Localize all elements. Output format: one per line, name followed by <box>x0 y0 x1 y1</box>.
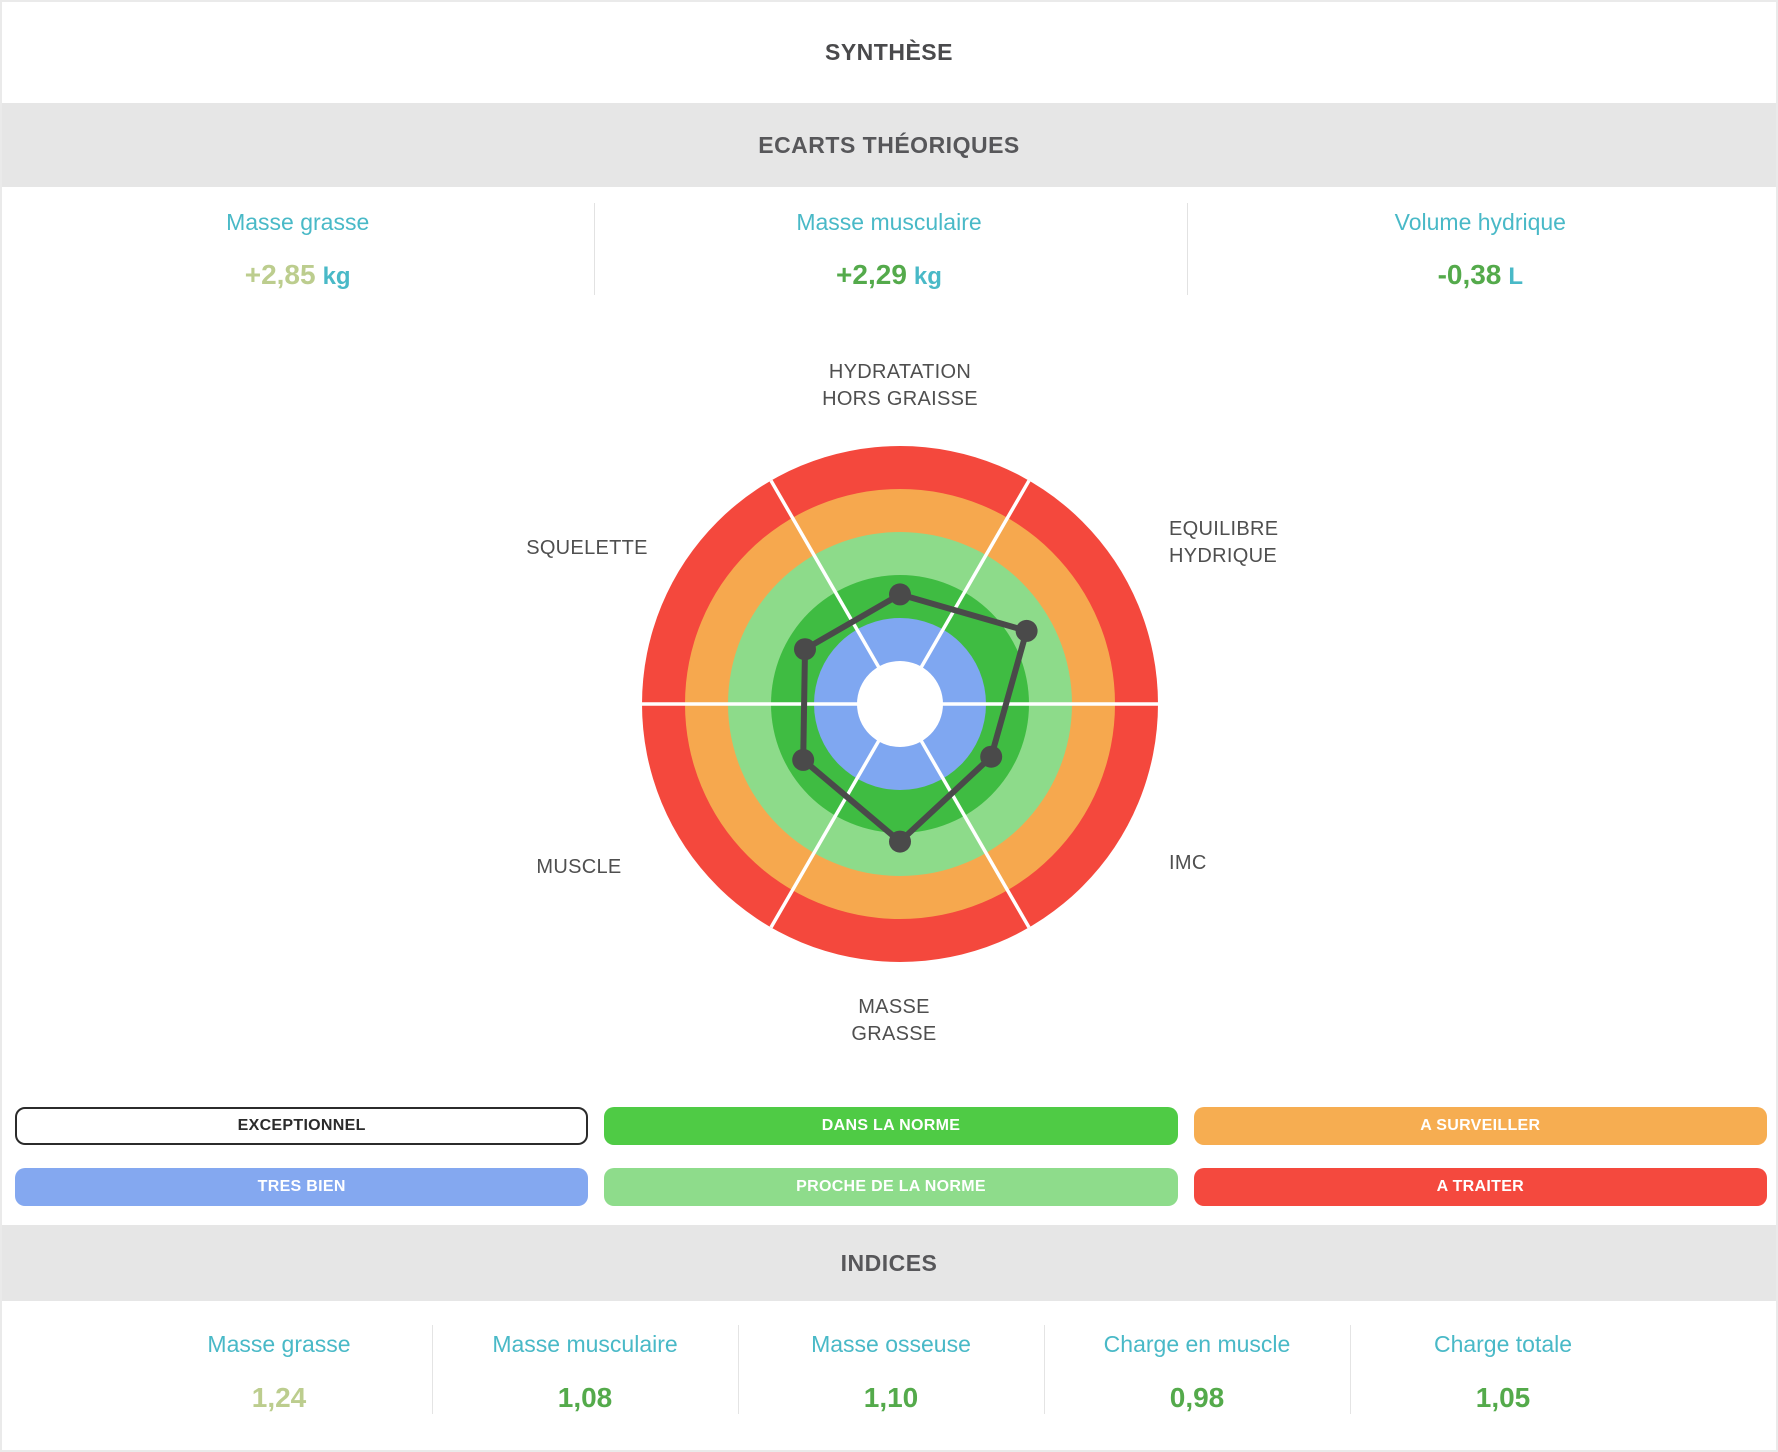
ecarts-stats-row: Masse grasse +2,85 kg Masse musculaire +2… <box>2 187 1776 294</box>
indices-value-charge-totale: 1,05 <box>1475 1382 1531 1413</box>
radar-spoke <box>918 737 1031 929</box>
ecarts-divider <box>1187 203 1188 295</box>
title-band: SYNTHÈSE <box>2 2 1776 102</box>
indices-value-charge-en-muscle: 0,98 <box>1169 1382 1225 1413</box>
ecarts-col-volume-hydrique: Volume hydrique -0,38 L <box>1185 187 1776 294</box>
radar-axis-label-imc: IMC <box>1169 852 1207 874</box>
radar-chart <box>642 446 1158 962</box>
indices-value-masse-grasse: 1,24 <box>251 1382 307 1413</box>
ecarts-label-masse-grasse: Masse grasse <box>226 209 370 235</box>
indices-divider <box>432 1325 433 1414</box>
radar-legend: EXCEPTIONNEL DANS LA NORME A SURVEILLER … <box>15 1107 1767 1206</box>
ecarts-col-masse-grasse: Masse grasse +2,85 kg <box>2 187 593 294</box>
ecarts-number: +2,85 <box>244 259 316 290</box>
radar-data-point-equilibre <box>1015 619 1038 642</box>
radar-data-point-masse-grasse <box>889 830 911 853</box>
ecarts-label-volume-hydrique: Volume hydrique <box>1394 209 1566 235</box>
indices-col-masse-grasse: Masse grasse 1,24 <box>126 1301 432 1415</box>
indices-section-title: INDICES <box>840 1249 938 1276</box>
radar-data-point-squelette <box>794 638 816 661</box>
radar-ring-exceptionnel <box>857 661 943 747</box>
indices-label-masse-osseuse: Masse osseuse <box>811 1331 971 1357</box>
indices-label-masse-musculaire: Masse musculaire <box>492 1331 678 1357</box>
radar-axis-label-muscle: MUSCLE <box>536 856 622 878</box>
legend-pill-proche-de-la-norme: PROCHE DE LA NORME <box>604 1168 1178 1206</box>
radar-data-point-hydratation <box>889 583 911 606</box>
radar-axis-label-masse-grasse: MASSE GRASSE <box>851 996 937 1045</box>
page-title: SYNTHÈSE <box>825 38 953 65</box>
indices-divider <box>1044 1325 1045 1414</box>
ecarts-number: -0,38 <box>1437 259 1502 290</box>
indices-col-charge-en-muscle: Charge en muscle 0,98 <box>1044 1301 1350 1415</box>
radar-data-point-imc <box>980 745 1003 768</box>
ecarts-number: +2,29 <box>836 259 907 290</box>
radar-axis-label-equilibre-hydrique: EQUILIBRE HYDRIQUE <box>1169 518 1279 567</box>
ecarts-value-masse-grasse: +2,85 kg <box>245 258 351 294</box>
indices-value-masse-musculaire: 1,08 <box>557 1382 613 1413</box>
indices-section-band: INDICES <box>2 1225 1776 1301</box>
radar-axis-label-squelette: SQUELETTE <box>526 537 648 559</box>
ecarts-label-masse-musculaire: Masse musculaire <box>796 209 982 235</box>
indices-divider <box>738 1325 739 1414</box>
radar-spoke <box>769 479 882 671</box>
indices-value-masse-osseuse: 1,10 <box>863 1382 919 1413</box>
indices-col-masse-musculaire: Masse musculaire 1,08 <box>432 1301 738 1415</box>
indices-stats-row: Masse grasse 1,24 Masse musculaire 1,08 … <box>126 1301 1656 1415</box>
ecarts-divider <box>594 203 595 295</box>
radar-spoke <box>769 737 882 929</box>
ecarts-value-masse-musculaire: +2,29 kg <box>836 258 942 294</box>
legend-pill-a-surveiller: A SURVEILLER <box>1193 1107 1767 1145</box>
indices-divider <box>1350 1325 1351 1414</box>
ecarts-unit: kg <box>322 263 351 290</box>
legend-pill-dans-la-norme: DANS LA NORME <box>604 1107 1178 1145</box>
legend-pill-exceptionnel: EXCEPTIONNEL <box>15 1107 589 1145</box>
ecarts-value-volume-hydrique: -0,38 L <box>1438 258 1524 294</box>
ecarts-unit: kg <box>913 263 942 290</box>
ecarts-section-band: ECARTS THÉORIQUES <box>2 103 1776 187</box>
ecarts-unit: L <box>1508 263 1524 290</box>
radar-spoke <box>918 479 1031 671</box>
legend-pill-a-traiter: A TRAITER <box>1193 1168 1767 1206</box>
radar-axis-label-hydratation-hors-graisse: HYDRATATION HORS GRAISSE <box>822 361 978 410</box>
ecarts-col-masse-musculaire: Masse musculaire +2,29 kg <box>593 187 1184 294</box>
indices-label-masse-grasse: Masse grasse <box>207 1331 351 1357</box>
ecarts-section-title: ECARTS THÉORIQUES <box>758 131 1020 158</box>
indices-col-masse-osseuse: Masse osseuse 1,10 <box>738 1301 1044 1415</box>
indices-label-charge-en-muscle: Charge en muscle <box>1103 1331 1291 1357</box>
indices-label-charge-totale: Charge totale <box>1433 1331 1573 1357</box>
radar-data-point-muscle <box>792 748 815 771</box>
legend-pill-tres-bien: TRES BIEN <box>15 1168 589 1206</box>
indices-col-charge-totale: Charge totale 1,05 <box>1350 1301 1656 1415</box>
